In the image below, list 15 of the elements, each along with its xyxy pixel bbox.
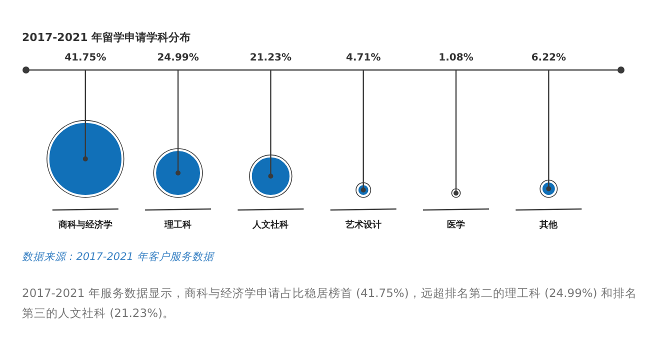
data-label: 21.23% [250, 52, 292, 64]
data-label: 1.08% [438, 52, 474, 64]
category-label: 理工科 [164, 219, 192, 230]
category-label: 医学 [447, 219, 466, 230]
data-label: 4.71% [346, 52, 381, 64]
category-label: 商科与经济学 [57, 219, 112, 230]
data-label: 6.22% [531, 52, 566, 64]
data-label: 41.75% [64, 52, 106, 64]
data-label: 24.99% [157, 52, 199, 64]
category-label: 人文社科 [252, 219, 289, 230]
category-label: 艺术设计 [344, 219, 382, 230]
text: 2017-2021 年服务数据显示，商科与经济学申请占比稳居榜首 (41.75%)，远超排名第二的理工科 (24.99%) 和排名第三的人文社科 (21.23%)。 [22, 285, 638, 322]
text: 2017-2021 年留学申请学科分布 [22, 30, 191, 45]
category-label: 其他 [538, 219, 559, 230]
source-note: 数据来源 : 2017-2021 年客户服务数据 [22, 250, 214, 264]
